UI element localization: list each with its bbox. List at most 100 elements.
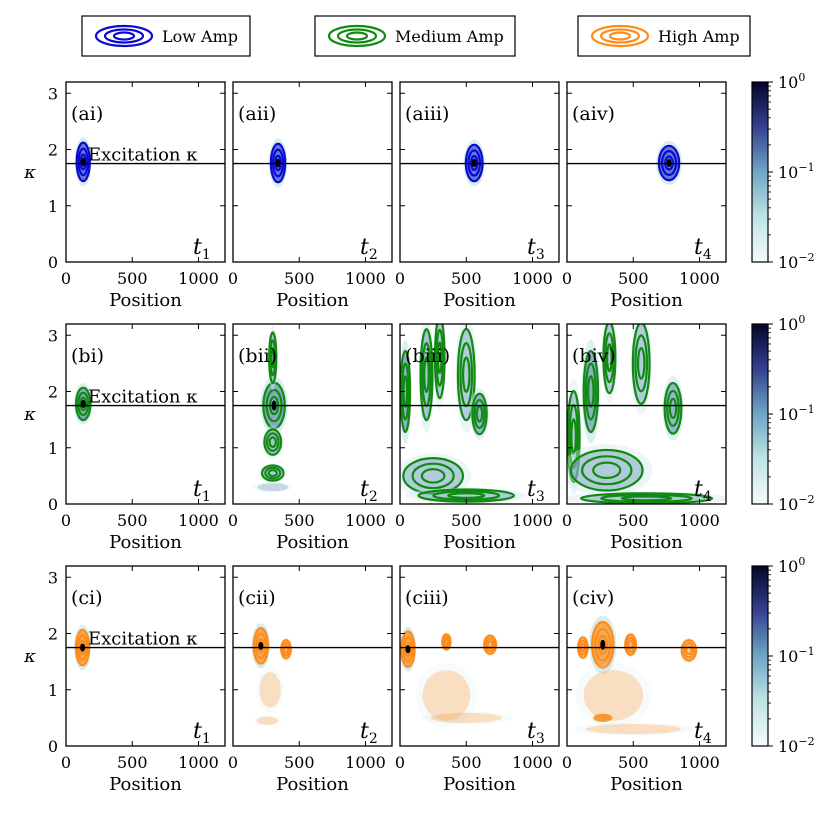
- panel-label: (bi): [71, 345, 104, 367]
- x-tick-label: 0: [562, 511, 572, 530]
- wave-packet: [662, 376, 684, 441]
- y-axis-label: κ: [23, 646, 36, 667]
- x-axis-label: Position: [276, 774, 349, 795]
- panel-content: [572, 615, 699, 736]
- legend-entry-medium-amp: Medium Amp: [314, 15, 516, 57]
- x-tick-label: 0: [61, 511, 71, 530]
- y-tick-label: 2: [48, 383, 58, 402]
- x-tick-label: 1000: [345, 269, 386, 288]
- x-tick-label: 0: [61, 753, 71, 772]
- wave-packet: [572, 722, 695, 736]
- contour-line: [420, 468, 446, 484]
- x-tick-label: 1000: [512, 269, 553, 288]
- peak-core: [80, 399, 86, 408]
- legend-contour-icon: [103, 28, 145, 44]
- y-tick-label: 0: [48, 737, 58, 756]
- wave-packet: [253, 715, 282, 726]
- x-tick-label: 500: [451, 753, 482, 772]
- panel-biii: 0 500 1000 Position (biii) t3: [395, 323, 560, 553]
- contour-line: [597, 635, 608, 655]
- colorbar-gradient: [751, 81, 769, 263]
- panel-label: (aiv): [572, 103, 615, 125]
- panel-frame: [65, 323, 226, 505]
- panel-label: (cii): [238, 587, 276, 609]
- contour-line: [447, 492, 486, 499]
- contour-line: [604, 332, 615, 384]
- y-tick-label: 1: [48, 197, 58, 216]
- y-tick-label: 3: [48, 326, 58, 345]
- x-tick-label: 0: [228, 269, 238, 288]
- colorbar-gradient: [751, 565, 769, 747]
- heat-fill: [583, 670, 644, 721]
- panel-frame: [566, 323, 727, 505]
- legend-contour-icon: [608, 31, 632, 41]
- contour-line: [268, 436, 278, 449]
- colorbar-gradient: [751, 323, 769, 505]
- panel-background: [233, 82, 392, 262]
- contour-line: [685, 645, 693, 656]
- panel-frame: [399, 81, 560, 263]
- contour-line: [260, 464, 285, 482]
- panel-content: [567, 324, 726, 504]
- x-tick-label: 0: [228, 753, 238, 772]
- panel-civ: 0 500 1000 Position (civ) t4: [562, 565, 727, 795]
- panel-aii: 0 500 1000 Position (aii) t2: [228, 81, 393, 311]
- y-tick-label: 1: [48, 681, 58, 700]
- wave-packet: [418, 324, 435, 433]
- wave-packet: [415, 663, 477, 728]
- contour-line: [636, 346, 646, 380]
- x-tick-label: 1000: [512, 753, 553, 772]
- contour-line: [283, 644, 289, 654]
- panel-bi: 0 500 1000 0 1 2 3 Position (bi) Excitation κ κ t1: [23, 323, 226, 553]
- wave-packet: [400, 626, 417, 672]
- contour-line: [456, 327, 476, 422]
- colorbar-row-3: 100 10−1 10−2: [751, 555, 815, 756]
- x-tick-label: 0: [228, 511, 238, 530]
- contour-line: [625, 636, 636, 653]
- x-tick-label: 500: [284, 753, 315, 772]
- contour-line: [570, 418, 577, 455]
- panel-label: (biii): [405, 345, 450, 367]
- x-tick-label: 0: [562, 269, 572, 288]
- wave-packet: [470, 388, 489, 440]
- panel-content: [251, 623, 293, 726]
- x-tick-label: 500: [451, 511, 482, 530]
- peak-core: [80, 157, 86, 167]
- contour-line: [663, 381, 683, 435]
- heat-fill: [257, 483, 289, 492]
- contour-line: [594, 627, 612, 662]
- colorbar-row-1: 100 10−1 10−2: [751, 71, 815, 272]
- contour-line: [400, 630, 416, 669]
- wave-packet: [433, 324, 446, 410]
- wave-packet: [74, 383, 93, 425]
- x-axis-label: Position: [109, 290, 182, 311]
- x-tick-label: 0: [395, 511, 405, 530]
- legend: Low Amp Medium Amp High Amp: [81, 15, 751, 57]
- panel-ci: 0 500 1000 0 1 2 3 Position (ci) Excitation κ κ t1: [23, 565, 226, 795]
- wave-packet: [679, 637, 699, 664]
- time-label: t3: [527, 477, 545, 505]
- colorbar-tick-label: 10−1: [778, 161, 815, 182]
- contour-line: [582, 349, 600, 434]
- contour-line: [587, 375, 595, 408]
- y-axis-label: κ: [23, 404, 36, 425]
- contour-line: [264, 466, 282, 480]
- x-tick-label: 1000: [679, 269, 720, 288]
- contour-line: [567, 389, 581, 484]
- y-tick-label: 1: [48, 439, 58, 458]
- x-tick-label: 1000: [345, 511, 386, 530]
- contour-line: [483, 634, 498, 655]
- wave-packet: [623, 631, 638, 658]
- contour-line: [666, 389, 680, 427]
- panel-frame: [566, 565, 727, 747]
- contour-line: [581, 455, 633, 486]
- x-tick-label: 0: [395, 753, 405, 772]
- x-tick-label: 1000: [178, 269, 219, 288]
- heat-halo: [575, 663, 652, 728]
- wave-packet: [482, 633, 498, 657]
- contour-line: [620, 495, 673, 502]
- wave-packet: [279, 637, 293, 661]
- panel-background: [400, 566, 559, 746]
- panel-label: (ci): [71, 587, 103, 609]
- contour-line: [634, 334, 649, 393]
